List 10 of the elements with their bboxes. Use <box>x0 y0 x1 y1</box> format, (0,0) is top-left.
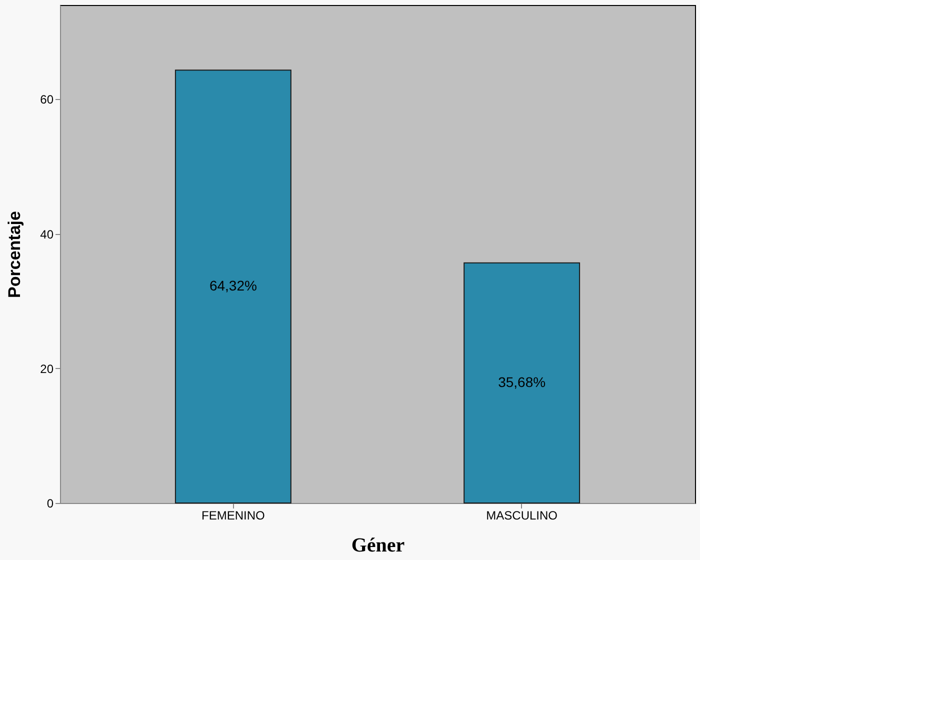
data-label: 64,32% <box>209 278 257 294</box>
x-tick-label: MASCULINO <box>486 508 558 522</box>
y-tick-label: 40 <box>40 227 54 242</box>
x-axis-title: Géner <box>351 534 405 556</box>
y-tick-label: 20 <box>40 362 54 376</box>
x-tick-label: FEMENINO <box>202 508 265 522</box>
data-label: 35,68% <box>498 374 546 390</box>
y-tick-label: 60 <box>40 92 54 107</box>
y-axis-title: Porcentaje <box>5 211 24 298</box>
y-tick-label: 0 <box>46 496 54 510</box>
